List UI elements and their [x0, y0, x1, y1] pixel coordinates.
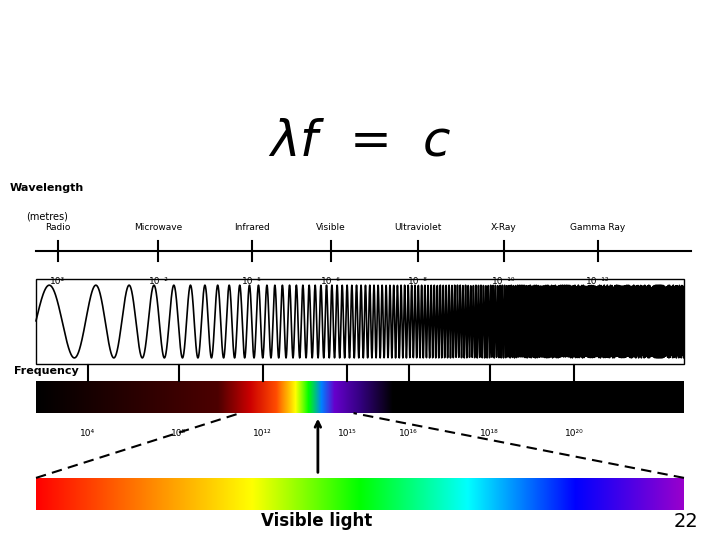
Text: 22: 22	[674, 512, 698, 531]
Text: 10⁻⁸: 10⁻⁸	[408, 277, 428, 286]
Text: 10¹⁵: 10¹⁵	[338, 429, 356, 438]
Text: Ultraviolet: Ultraviolet	[394, 223, 441, 232]
Text: (metres): (metres)	[26, 211, 68, 221]
Text: 10³: 10³	[50, 277, 66, 286]
Text: X-Ray: X-Ray	[491, 223, 517, 232]
Text: (Hz): (Hz)	[37, 394, 57, 404]
Text: 10⁸: 10⁸	[171, 429, 186, 438]
Text: 10⁴: 10⁴	[80, 429, 96, 438]
Text: Visible: Visible	[316, 223, 346, 232]
Text: Electromagnetic spectrum: Electromagnetic spectrum	[72, 16, 648, 54]
Text: 10¹²: 10¹²	[253, 429, 272, 438]
Text: 10²⁰: 10²⁰	[564, 429, 583, 438]
Text: 10¹⁸: 10¹⁸	[480, 429, 499, 438]
Text: Infrared: Infrared	[234, 223, 270, 232]
Text: Frequency: Frequency	[14, 366, 79, 376]
Text: Radio: Radio	[45, 223, 71, 232]
Text: 10⁻⁶: 10⁻⁶	[321, 277, 341, 286]
Text: 10⁻⁵: 10⁻⁵	[242, 277, 262, 286]
Text: 10⁻²: 10⁻²	[148, 277, 168, 286]
Text: Microwave: Microwave	[134, 223, 183, 232]
Text: Wavelength: Wavelength	[9, 183, 84, 193]
Text: 10⁻¹²: 10⁻¹²	[586, 277, 609, 286]
Text: $\lambda f$  =  c: $\lambda f$ = c	[268, 117, 452, 165]
Text: Gamma Ray: Gamma Ray	[570, 223, 625, 232]
Text: 10⁻¹⁰: 10⁻¹⁰	[492, 277, 516, 286]
Bar	[36, 279, 684, 364]
Text: 10¹⁶: 10¹⁶	[399, 429, 418, 438]
Text: Visible light: Visible light	[261, 512, 372, 530]
